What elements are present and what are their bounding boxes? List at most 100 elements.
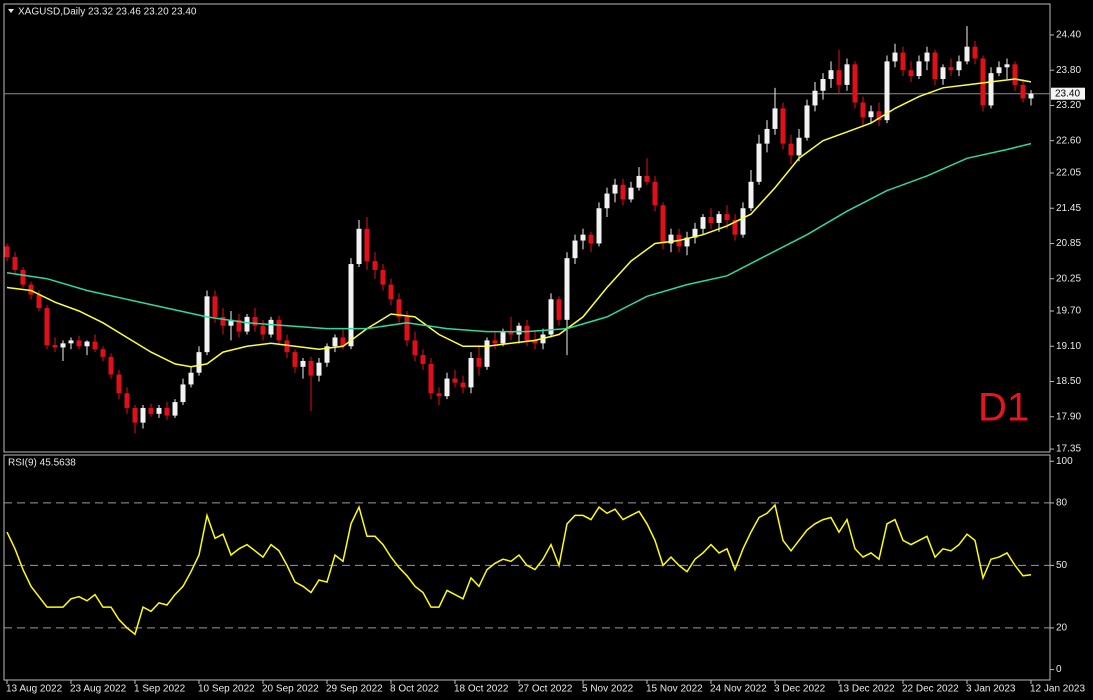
candle-body — [252, 316, 258, 326]
x-tick-label: 1 Sep 2022 — [134, 684, 186, 695]
candle-body — [52, 345, 58, 348]
x-tick-label: 5 Nov 2022 — [582, 684, 634, 695]
candle-body — [84, 341, 90, 347]
x-tick-label: 24 Nov 2022 — [710, 684, 767, 695]
candle-body — [244, 316, 250, 332]
y-tick-label: 23.80 — [1056, 65, 1081, 76]
candle-body — [12, 256, 18, 270]
candle-body — [612, 184, 618, 194]
candle-body — [940, 67, 946, 80]
candle-body — [572, 240, 578, 259]
candle-body — [228, 319, 234, 326]
rsi-line — [6, 503, 1032, 636]
candle-body — [508, 331, 514, 335]
candle-body — [764, 128, 770, 144]
candle-body — [100, 349, 106, 357]
candle-body — [948, 67, 954, 71]
price-panel — [3, 3, 1051, 453]
x-tick-label: 8 Oct 2022 — [390, 684, 439, 695]
candle-body — [788, 143, 794, 156]
candle-body — [332, 337, 338, 347]
candle-body — [412, 340, 418, 356]
candle-body — [196, 352, 202, 373]
candle-body — [740, 208, 746, 235]
x-tick-label: 10 Sep 2022 — [198, 684, 255, 695]
candle-body — [92, 341, 98, 350]
candle-body — [828, 70, 834, 80]
candle-body — [164, 407, 170, 416]
candle-body — [548, 299, 554, 335]
candle-body — [204, 296, 210, 353]
candle-body — [260, 325, 266, 335]
candle-body — [108, 356, 114, 375]
candle-body — [668, 234, 674, 244]
candle-body — [268, 319, 274, 335]
rsi-panel — [3, 454, 1051, 681]
candle-body — [980, 58, 986, 106]
candle-body — [420, 355, 426, 364]
candle-body — [316, 362, 322, 376]
candle-body — [468, 358, 474, 388]
candle-body — [428, 363, 434, 394]
candle-body — [852, 64, 858, 103]
candle-body — [300, 360, 306, 367]
moving-average — [6, 78, 1032, 368]
candle-body — [4, 246, 10, 257]
candle-body — [324, 346, 330, 363]
candle-body — [660, 205, 666, 244]
candle-body — [724, 214, 730, 220]
candle-body — [860, 102, 866, 118]
candle-body — [364, 228, 370, 262]
candle-body — [460, 382, 466, 388]
candle-body — [876, 111, 882, 121]
candle-body — [308, 360, 314, 376]
rsi-title: RSI(9) 45.5638 — [8, 458, 76, 469]
candle-body — [1028, 93, 1034, 99]
y-tick-label: 22.60 — [1056, 135, 1081, 146]
candle-body — [1020, 84, 1026, 99]
candle-body — [140, 407, 146, 423]
candle-body — [404, 316, 410, 341]
y-tick-label: 21.45 — [1056, 203, 1081, 214]
candle-body — [76, 340, 82, 347]
y-tick-label: 17.35 — [1056, 444, 1081, 455]
candle-body — [148, 407, 154, 414]
candle-body — [620, 184, 626, 200]
candle-body — [556, 299, 562, 320]
x-tick-label: 29 Sep 2022 — [326, 684, 383, 695]
candle-body — [908, 70, 914, 77]
candle-body — [44, 308, 50, 346]
x-tick-label: 13 Dec 2022 — [838, 684, 895, 695]
current-price-box — [1051, 87, 1085, 100]
candle-body — [236, 319, 242, 332]
candle-body — [916, 61, 922, 77]
candle-body — [684, 237, 690, 247]
candle-body — [372, 261, 378, 270]
candle-body — [628, 187, 634, 200]
candle-body — [292, 352, 298, 367]
candle-body — [692, 228, 698, 238]
y-tick-label: 24.40 — [1056, 30, 1081, 41]
candle-body — [180, 384, 186, 403]
candle-body — [772, 108, 778, 129]
candle-body — [820, 79, 826, 91]
candle-body — [356, 228, 362, 265]
candle-body — [844, 64, 850, 85]
candle-body — [452, 378, 458, 383]
candle-body — [116, 374, 122, 394]
candle-body — [708, 217, 714, 223]
y-tick-label: 23.20 — [1056, 100, 1081, 111]
candle-body — [1004, 64, 1010, 68]
candle-body — [564, 258, 570, 320]
candle-body — [444, 378, 450, 397]
candle-body — [220, 316, 226, 326]
candle-body — [124, 393, 130, 408]
candle-body — [932, 52, 938, 80]
candle-body — [132, 407, 138, 423]
x-tick-label: 13 Aug 2022 — [6, 684, 63, 695]
candle-body — [964, 46, 970, 62]
candle-body — [900, 52, 906, 71]
moving-average — [6, 142, 1032, 333]
candle-body — [172, 402, 178, 416]
